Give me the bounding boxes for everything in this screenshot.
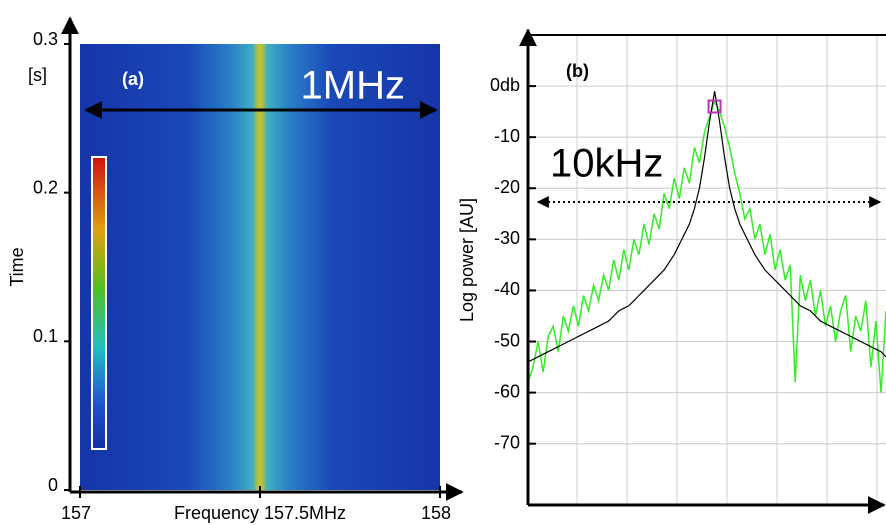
- y-tick-label: -30: [494, 228, 520, 248]
- panel-label: (a): [122, 69, 144, 89]
- y-tick-label: -60: [494, 381, 520, 401]
- y-unit: [s]: [28, 65, 47, 85]
- x-tick-label: 158: [421, 503, 451, 523]
- panel-label: (b): [566, 61, 589, 81]
- y-tick-label: -70: [494, 432, 520, 452]
- peak-marker: [707, 99, 722, 114]
- y-tick-label: -10: [494, 126, 520, 146]
- series-line: [527, 91, 886, 363]
- y-tick-label: 0: [48, 475, 58, 495]
- colorbar: [91, 156, 107, 450]
- y-tick-label: 0.1: [33, 326, 58, 346]
- series-line: [527, 99, 886, 393]
- annotation: 1MHz: [301, 64, 405, 108]
- x-tick-label: 157: [61, 503, 91, 523]
- y-tick-label: 0.3: [33, 29, 58, 49]
- y-tick-label: 0.2: [33, 177, 58, 197]
- x-axis-label: Frequency 157.5MHz: [174, 503, 346, 523]
- y-axis-label: Time: [7, 247, 27, 286]
- y-axis-label: Log power [AU]: [457, 198, 477, 322]
- y-tick-label: -40: [494, 279, 520, 299]
- plot-area: [528, 35, 886, 505]
- y-tick-label: -50: [494, 330, 520, 350]
- annotation: 10kHz: [550, 142, 663, 186]
- y-tick-label: -20: [494, 177, 520, 197]
- y-tick-label: 0db: [490, 75, 520, 95]
